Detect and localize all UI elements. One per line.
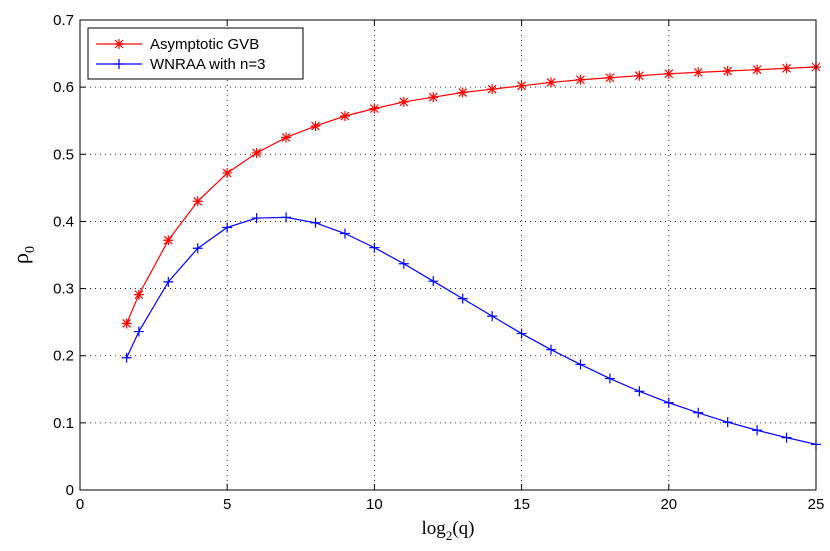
data-point	[398, 96, 409, 107]
data-point	[222, 222, 233, 233]
data-point	[604, 72, 615, 83]
data-point	[428, 276, 439, 287]
data-point	[516, 80, 527, 91]
x-axis-title-main: log	[422, 518, 447, 539]
data-point	[752, 64, 763, 75]
legend-swatch-marker	[114, 59, 124, 69]
data-point	[163, 235, 174, 246]
data-point	[339, 228, 350, 239]
x-axis-title: log2(q)	[422, 518, 475, 543]
legend-box	[87, 27, 304, 80]
grid	[80, 20, 816, 490]
data-point	[428, 92, 439, 103]
data-point	[121, 352, 132, 363]
data-point	[752, 425, 763, 436]
data-point	[487, 311, 498, 322]
data-point	[339, 111, 350, 122]
data-point	[369, 242, 380, 253]
data-point	[663, 68, 674, 79]
data-point	[487, 84, 498, 95]
data-point	[251, 213, 262, 224]
legend-label: Asymptotic GVB	[150, 36, 259, 53]
data-point	[722, 66, 733, 77]
data-point	[369, 103, 380, 114]
data-point	[604, 373, 615, 384]
data-point	[722, 417, 733, 428]
x-tick-label: 5	[223, 496, 231, 513]
data-point	[192, 196, 203, 207]
data-point	[663, 397, 674, 408]
series-line	[126, 216, 817, 445]
axis-ticks: 0 5 10 15 20 25 0 0.1 0.2 0.3 0.4 0.5 0.6 0.7	[53, 12, 824, 513]
y-tick-label: 0.6	[53, 79, 74, 96]
y-axis-title-subscript: 0	[23, 246, 38, 253]
y-tick-label: 0.7	[53, 12, 74, 29]
series-line	[126, 66, 817, 324]
series-1	[121, 62, 821, 329]
data-point	[693, 67, 704, 78]
data-point	[133, 289, 144, 300]
y-tick-label: 0.5	[53, 146, 74, 163]
data-point	[634, 70, 645, 81]
data-point	[222, 168, 233, 179]
data-point	[693, 407, 704, 418]
data-point	[546, 77, 557, 88]
legend-swatch-marker	[114, 39, 124, 49]
data-point	[398, 258, 409, 269]
series-2	[121, 212, 821, 450]
data-point	[575, 74, 586, 85]
data-point	[192, 243, 203, 254]
y-axis-title-main: ρ	[8, 253, 33, 264]
data-point	[281, 212, 292, 223]
series-layer	[121, 62, 821, 450]
x-tick-label: 15	[513, 496, 530, 513]
data-point	[251, 147, 262, 158]
data-point	[457, 87, 468, 98]
data-point	[310, 217, 321, 228]
y-axis-title: ρ0	[8, 246, 38, 264]
legend-item: Asymptotic GVB	[96, 36, 259, 53]
data-point	[516, 328, 527, 339]
data-point	[281, 132, 292, 143]
plot-frame	[79, 19, 817, 491]
data-point	[163, 276, 174, 287]
data-point	[781, 63, 792, 74]
y-tick-label: 0	[66, 482, 74, 499]
data-point	[310, 121, 321, 132]
y-tick-label: 0.2	[53, 348, 74, 365]
data-point	[634, 386, 645, 397]
x-tick-label: 20	[660, 496, 677, 513]
y-tick-label: 0.1	[53, 415, 74, 432]
x-tick-label: 10	[366, 496, 383, 513]
x-tick-label: 0	[76, 496, 84, 513]
legend-label: WNRAA with n=3	[150, 56, 265, 73]
data-point	[781, 432, 792, 443]
legend: Asymptotic GVB WNRAA with n=3	[87, 27, 304, 80]
legend-item: WNRAA with n=3	[96, 56, 265, 73]
y-tick-label: 0.4	[53, 213, 74, 230]
data-point	[133, 326, 144, 337]
x-axis-title-tail: (q)	[452, 518, 474, 539]
data-point	[546, 344, 557, 355]
data-point	[121, 318, 132, 329]
y-tick-label: 0.3	[53, 281, 74, 298]
x-axis-title-subscript: 2	[446, 528, 453, 543]
data-point	[575, 359, 586, 370]
x-tick-label: 25	[808, 496, 825, 513]
data-point	[457, 293, 468, 304]
